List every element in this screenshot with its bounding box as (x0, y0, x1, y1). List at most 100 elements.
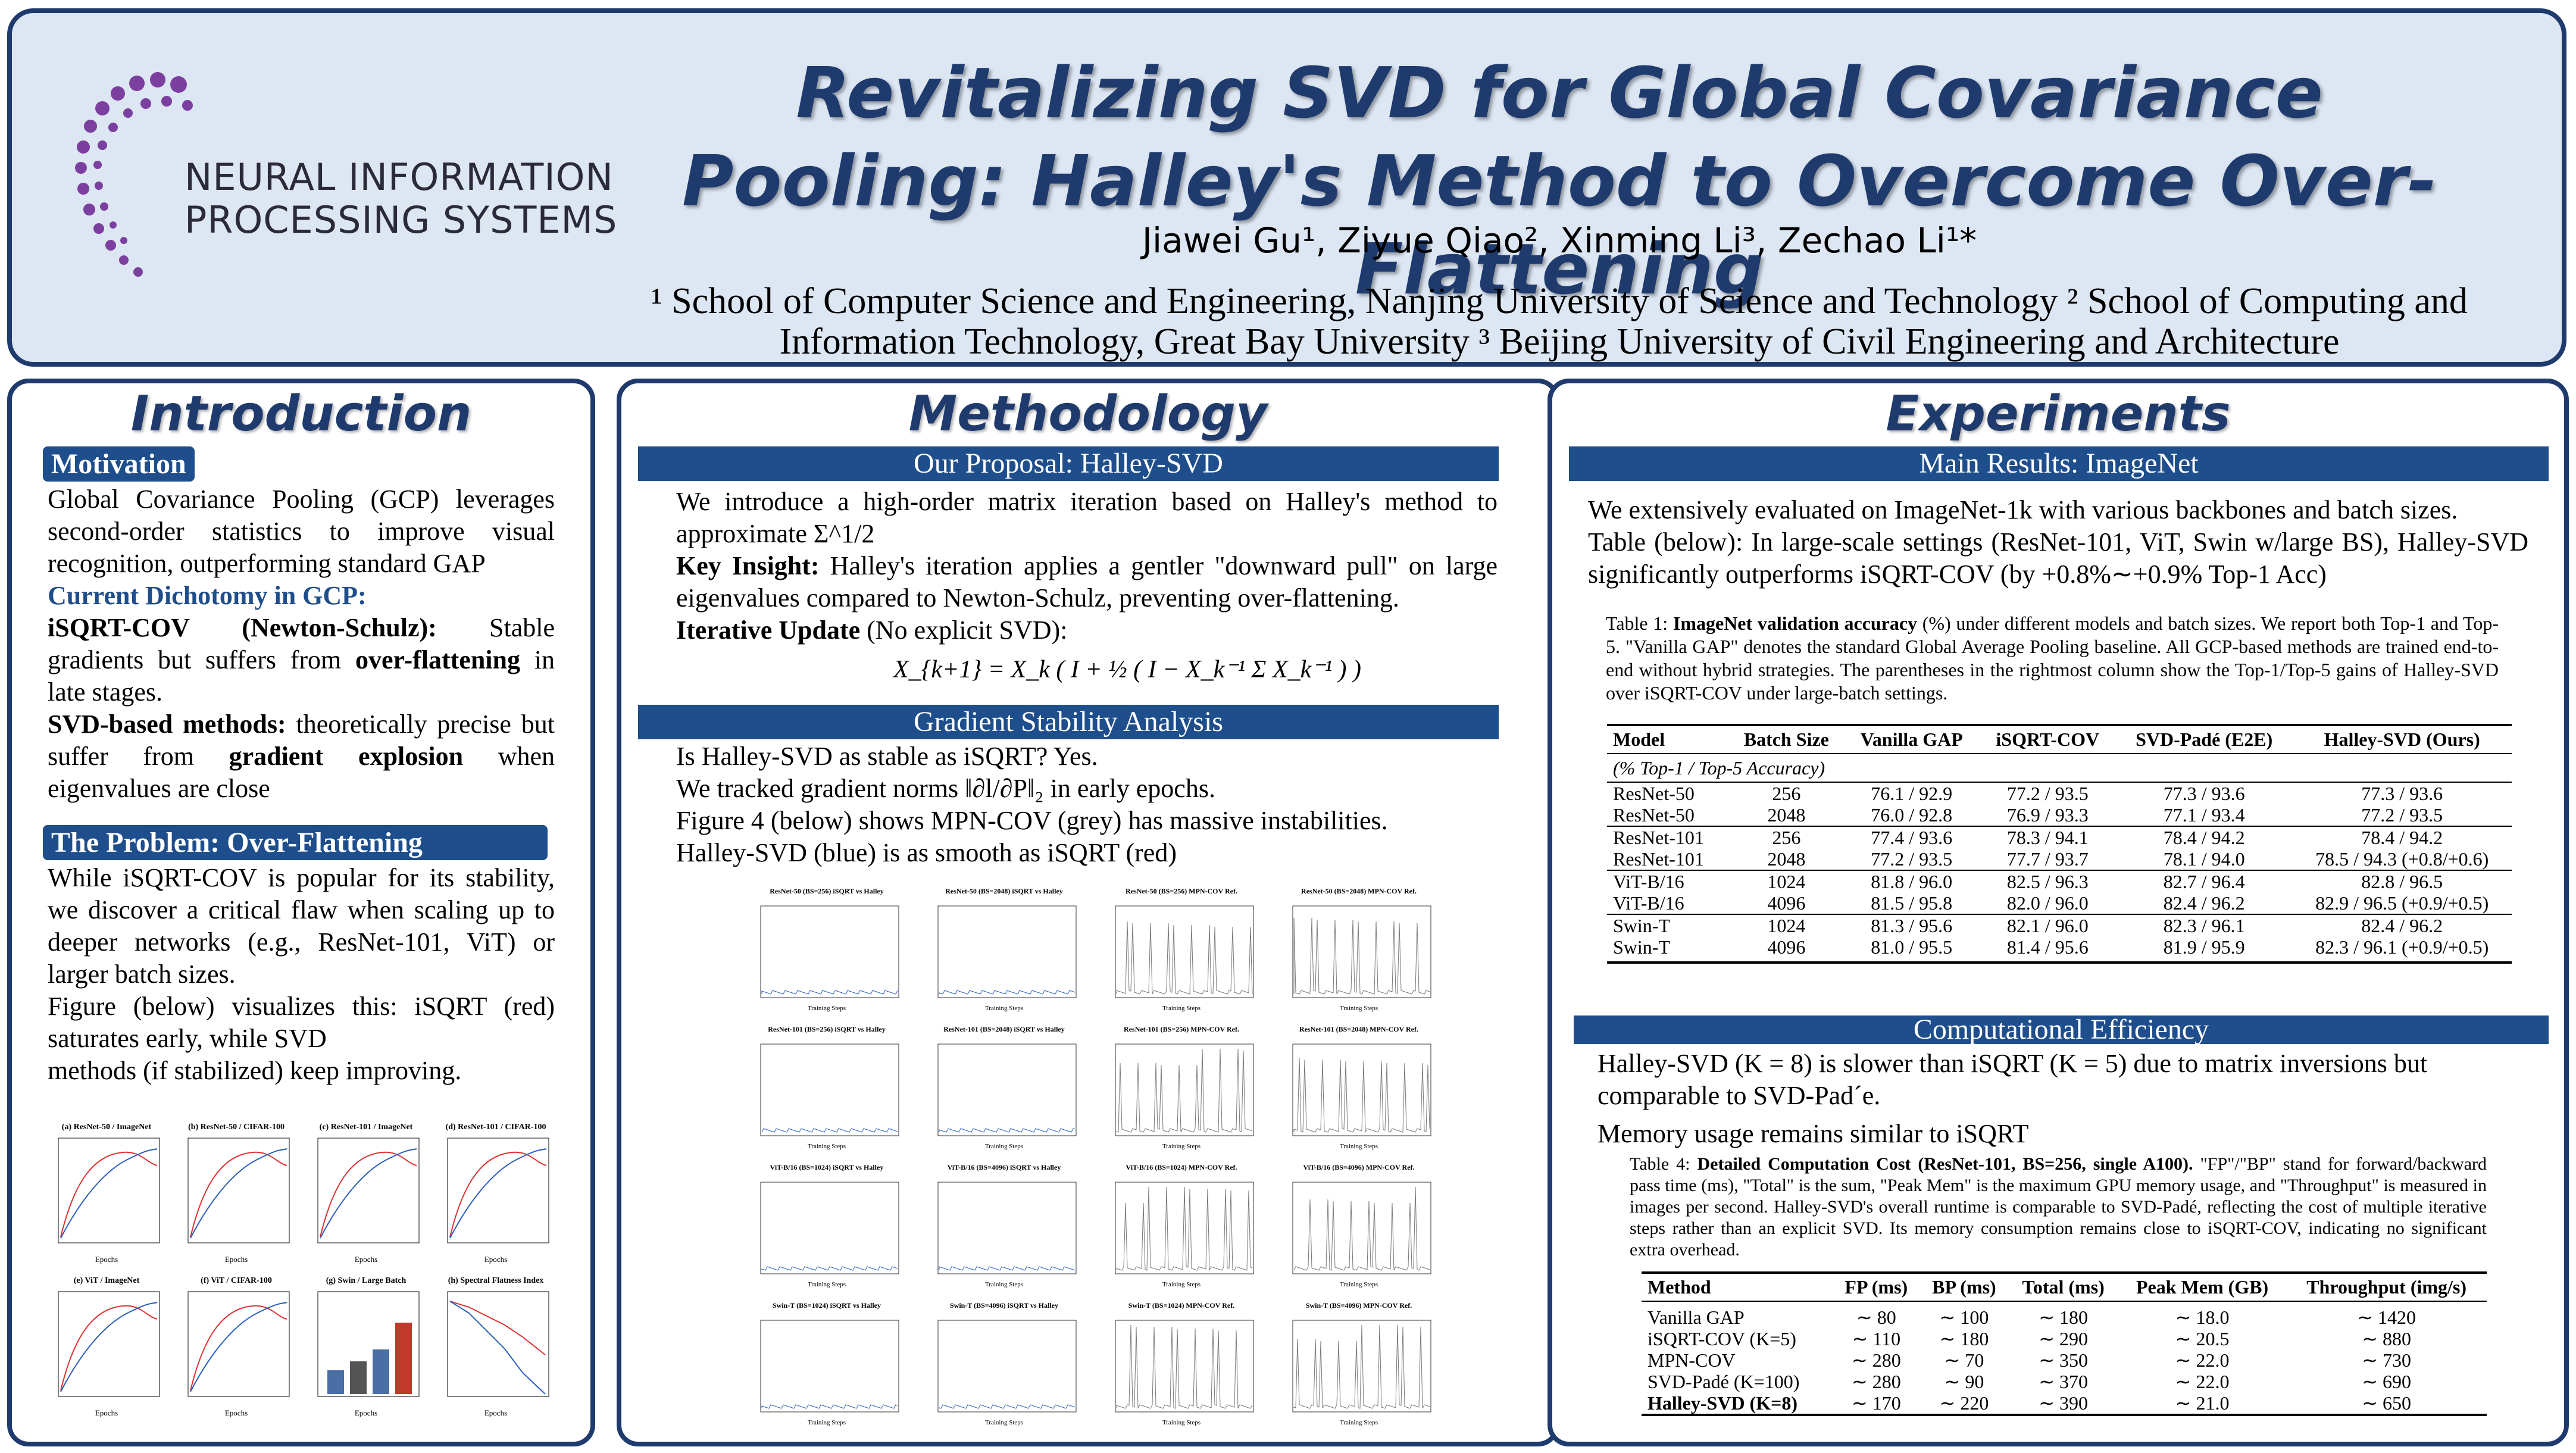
series-line-isqrt (320, 1151, 417, 1238)
plot-xlabel: Epochs (224, 1408, 248, 1417)
intro-problem-block: While iSQRT-COV is popular for its stabi… (48, 862, 555, 1087)
table4-computation-cost: Method FP (ms) BP (ms) Total (ms) Peak Mem (… (1642, 1271, 2487, 1416)
insight-text: Halley's iteration applies a gentler "do… (676, 551, 1498, 613)
table4-caption-bold: Detailed Computation Cost (ResNet-101, B… (1697, 1154, 2193, 1174)
series-line-mpn (1293, 1057, 1430, 1133)
plot-axes (447, 1291, 549, 1397)
gradient-plot: Swin-T (BS=1024) iSQRT vs Halley Training… (746, 1298, 907, 1429)
accuracy-plot: (c) ResNet-101 / ImageNet Epochs (305, 1119, 427, 1267)
series-line-svd (60, 1148, 158, 1239)
table-cell: ∼ 180 (1939, 1328, 1989, 1349)
table1-header-cell: iSQRT-COV (1979, 724, 2116, 754)
plot-title: (b) ResNet-50 / CIFAR-100 (188, 1123, 285, 1132)
accuracy-plot: (f) ViT / CIFAR-100 Epochs (175, 1273, 298, 1420)
bar-mark (327, 1370, 344, 1394)
plot-xlabel: Training Steps (984, 1143, 1024, 1150)
plot-axes (317, 1138, 420, 1243)
series-line-halley (761, 1266, 898, 1271)
table-cell: 4096 (1767, 892, 1806, 914)
plot-title: Swin-T (BS=1024) MPN-COV Ref. (1128, 1301, 1235, 1310)
table-cell: 77.4 / 93.6 (1843, 826, 1980, 848)
plot-xlabel: Training Steps (1339, 1143, 1378, 1150)
table-cell: 78.1 / 94.0 (2163, 848, 2245, 870)
table-cell: ∼ 880 (2362, 1328, 2412, 1349)
table-cell: 76.9 / 93.3 (2006, 804, 2089, 826)
table-row: ResNet-50 256 76.1 / 92.9 77.2 / 93.5 77.3 /… (1607, 782, 2512, 804)
table1-header-cell: Batch Size (1728, 724, 1844, 754)
table-cell: ∼ 22.0 (2175, 1349, 2230, 1371)
table1-imagenet-accuracy: Model Batch Size Vanilla GAP iSQRT-COV SVD-P… (1607, 724, 2512, 964)
plot-title: Swin-T (BS=4096) MPN-COV Ref. (1305, 1301, 1412, 1310)
table-cell: 76.0 / 92.8 (1871, 804, 1953, 826)
table-cell: 81.3 / 95.6 (1843, 914, 1980, 936)
gradient-text2: Figure 4 (below) shows MPN-COV (grey) ha… (676, 806, 1388, 835)
isqrt-text: Stable gradients but suffers from (48, 613, 555, 674)
table4-header-cell: BP (ms) (1920, 1271, 2009, 1302)
gradient-plot: ResNet-101 (BS=2048) MPN-COV Ref. Trainin… (1278, 1021, 1439, 1152)
plot-title: (h) Spectral Flatness Index (448, 1276, 544, 1285)
problem-text: While iSQRT-COV is popular for its stabi… (48, 863, 555, 989)
plot-axes (760, 1320, 899, 1413)
table1-header-row: Model Batch Size Vanilla GAP iSQRT-COV SVD-P… (1607, 724, 2512, 754)
table4-caption-prefix: Table 4: (1630, 1154, 1697, 1174)
plot-axes (317, 1291, 420, 1397)
plot-axes (1292, 1043, 1431, 1136)
efficiency-bar: Computational Efficiency (1574, 1015, 2549, 1044)
plot-xlabel: Training Steps (1339, 1005, 1378, 1012)
experiments-panel: Experiments Main Results: ImageNet We ex… (1548, 379, 2569, 1446)
table-cell: 81.5 / 95.8 (1871, 892, 1953, 914)
plot-title: ResNet-101 (BS=2048) iSQRT vs Halley (943, 1025, 1065, 1033)
plot-axes (937, 1043, 1077, 1136)
plot-axes (937, 905, 1077, 998)
table1-header-cell: SVD-Padé (E2E) (2116, 724, 2293, 754)
isqrt-end: in late stages. (48, 645, 555, 707)
series-line-mpn (1116, 1186, 1253, 1271)
table-cell: 82.9 / 96.5 (+0.9/+0.5) (2315, 892, 2489, 914)
plot-title: ResNet-101 (BS=2048) MPN-COV Ref. (1299, 1025, 1418, 1033)
affiliations: ¹ School of Computer Science and Enginee… (651, 281, 2468, 362)
plot-xlabel: Epochs (95, 1255, 118, 1264)
main-text1: We extensively evaluated on ImageNet-1k … (1588, 495, 2458, 524)
table-cell: 256 (1728, 826, 1844, 848)
series-line-mpn (1293, 1324, 1430, 1409)
series-line-svd (320, 1148, 417, 1239)
table-cell: ∼ 350 (2039, 1349, 2088, 1371)
plot-title: ViT-B/16 (BS=4096) MPN-COV Ref. (1303, 1163, 1415, 1171)
series-line-svd (449, 1148, 547, 1239)
plot-axes (760, 1182, 899, 1274)
update-text: (No explicit SVD): (860, 615, 1068, 645)
table-row: iSQRT-COV (K=5) ∼ 110 ∼ 180 ∼ 290 ∼ 20.5 ∼ 88… (1642, 1328, 2487, 1349)
table-row: Swin-T 4096 81.0 / 95.5 81.4 / 95.6 81.9 / 9… (1607, 936, 2512, 964)
series-line-halley (761, 1128, 898, 1133)
table1-caption-prefix: Table 1: (1606, 613, 1673, 634)
series-line-svd (449, 1301, 546, 1395)
plot-axes (1115, 1320, 1254, 1413)
gradient-plot: ViT-B/16 (BS=4096) MPN-COV Ref. Training … (1278, 1160, 1439, 1290)
plot-axes (1292, 1320, 1431, 1413)
table-cell: ∼ 21.0 (2118, 1392, 2287, 1416)
plot-title: ResNet-50 (BS=256) MPN-COV Ref. (1126, 887, 1237, 895)
table-cell: ∼ 280 (1851, 1371, 1901, 1392)
table-cell: iSQRT-COV (K=5) (1647, 1328, 1796, 1349)
table-cell: 82.7 / 96.4 (2116, 870, 2293, 892)
table-cell: MPN-COV (1647, 1349, 1736, 1371)
logo-line2: PROCESSING SYSTEMS (185, 198, 618, 242)
plot-title: (d) ResNet-101 / CIFAR-100 (445, 1123, 546, 1132)
series-line-halley (761, 1404, 898, 1409)
plot-xlabel: Training Steps (984, 1281, 1024, 1288)
table-cell: ∼ 110 (1852, 1328, 1901, 1349)
table-cell: 82.1 / 96.0 (1979, 914, 2116, 936)
gradient-plot: ResNet-50 (BS=256) iSQRT vs Halley Traini… (746, 883, 907, 1014)
plot-xlabel: Training Steps (807, 1143, 846, 1150)
table-cell: ∼ 90 (1944, 1371, 1984, 1392)
table-cell: ResNet-50 (1607, 782, 1729, 804)
table1-header-cell: Vanilla GAP (1843, 724, 1980, 754)
table-cell: ∼ 280 (1851, 1349, 1901, 1371)
bar-mark (395, 1323, 412, 1394)
gradient-text1: We tracked gradient norms ‖∂l/∂P‖₂ in ea… (676, 774, 1215, 803)
table-cell: 82.5 / 96.3 (1979, 870, 2116, 892)
plot-xlabel: Epochs (354, 1408, 378, 1417)
plot-title: (e) ViT / ImageNet (73, 1276, 140, 1285)
accuracy-plot: (g) Swin / Large Batch Epochs (305, 1273, 427, 1420)
bar-mark (350, 1361, 367, 1394)
